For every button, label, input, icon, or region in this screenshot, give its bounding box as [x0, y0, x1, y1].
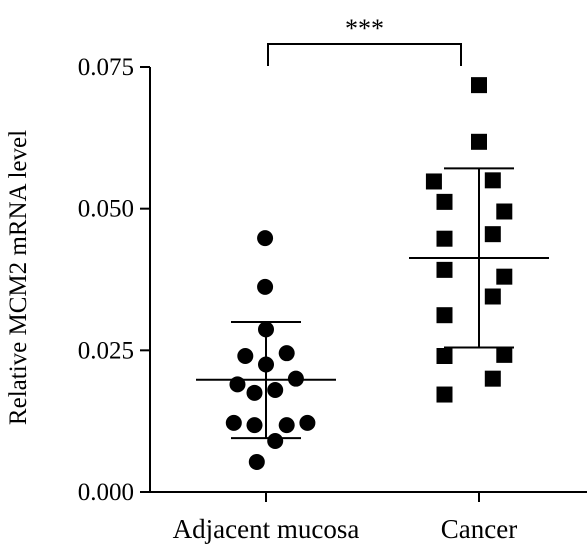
data-point-square — [484, 226, 501, 243]
data-point-circle — [278, 345, 295, 362]
significance-bracket: *** — [267, 14, 462, 66]
data-point-square — [436, 386, 453, 403]
data-point-circle — [246, 384, 263, 401]
data-point-square — [496, 203, 513, 220]
data-point-circle — [246, 417, 263, 434]
data-point-square — [425, 173, 442, 190]
data-point-circle — [257, 278, 274, 295]
data-point-circle — [278, 417, 295, 434]
x-axis: Adjacent mucosa Cancer — [150, 491, 587, 544]
data-points — [225, 77, 513, 470]
x-tick-label: Adjacent mucosa — [173, 514, 360, 544]
significance-label: *** — [345, 14, 384, 43]
data-point-square — [436, 348, 453, 364]
data-point-square — [436, 261, 453, 278]
y-tick-label: 0.025 — [78, 337, 134, 364]
data-point-square — [471, 77, 487, 94]
y-tick-label: 0.050 — [78, 196, 134, 223]
data-point-circle — [229, 376, 246, 393]
data-point-square — [436, 230, 453, 247]
data-point-square — [484, 172, 501, 189]
data-point-circle — [237, 348, 254, 364]
data-point-square — [471, 133, 487, 150]
data-point-circle — [267, 433, 284, 449]
data-point-circle — [287, 370, 304, 387]
mean-sd-bars — [196, 167, 549, 440]
y-tick-label: 0.000 — [78, 479, 134, 506]
data-point-square — [484, 288, 501, 305]
bracket-line — [267, 43, 462, 66]
data-point-circle — [257, 230, 274, 247]
data-point-circle — [299, 414, 316, 431]
data-point-square — [496, 346, 513, 363]
data-point-square — [496, 268, 513, 285]
data-point-square — [436, 193, 453, 210]
data-point-circle — [248, 453, 265, 470]
y-tick-label: 0.075 — [78, 54, 134, 81]
data-point-square — [484, 370, 501, 387]
y-axis-label: Relative MCM2 mRNA level — [5, 130, 32, 425]
y-axis: 0.000 0.025 0.050 0.075 — [78, 54, 151, 506]
x-tick-label: Cancer — [441, 514, 517, 544]
data-point-square — [436, 307, 453, 324]
data-point-circle — [225, 414, 242, 431]
data-point-circle — [267, 382, 284, 398]
